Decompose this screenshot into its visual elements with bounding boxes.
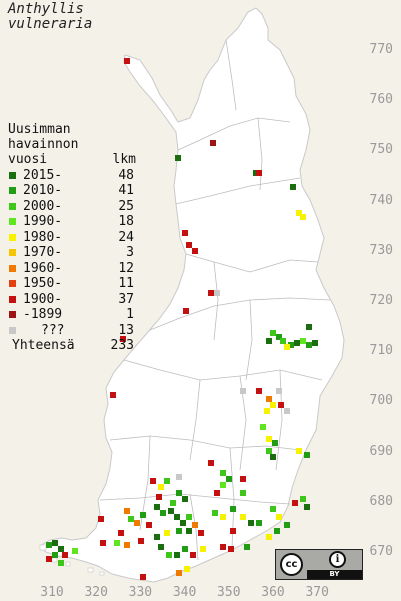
- legend-row-label: 1900-: [23, 291, 63, 307]
- legend-row: 1950- 11: [8, 276, 138, 292]
- legend-row-label: 1960-: [23, 260, 63, 276]
- legend-swatch: [9, 326, 16, 334]
- legend-row: 1990- 18: [8, 214, 138, 230]
- legend-header-count: lkm: [112, 152, 136, 168]
- legend-row-label: 1970-: [23, 245, 63, 261]
- y-tick-label: 770: [369, 42, 393, 57]
- legend-row-count: 3: [126, 245, 134, 261]
- x-tick-label: 330: [128, 585, 153, 600]
- legend-row: 1960- 12: [8, 261, 138, 277]
- legend-row-count: 24: [118, 229, 134, 245]
- legend-header: Uusimman havainnon vuosi lkm: [8, 122, 138, 168]
- y-tick-label: 750: [369, 142, 393, 158]
- cc-icon: cc: [280, 553, 303, 576]
- attribution-person-icon: i: [329, 551, 346, 568]
- x-tick-label: 370: [305, 585, 329, 600]
- x-tick-label: 350: [217, 585, 241, 600]
- legend-total-row: Yhteensä 233: [8, 338, 138, 353]
- legend-row: -1899 1: [8, 307, 138, 323]
- cc-by-license-badge[interactable]: cc i BY: [275, 549, 363, 580]
- y-tick-label: 700: [369, 393, 393, 409]
- y-tick-label: 730: [369, 242, 393, 258]
- legend-swatch: [9, 280, 16, 288]
- legend-header-year: Uusimman havainnon vuosi: [8, 122, 79, 168]
- legend-row-label: 1980-: [23, 229, 63, 245]
- legend-row-label: 2015-: [23, 167, 63, 183]
- x-tick-label: 320: [84, 585, 108, 600]
- observation-squares: [46, 58, 318, 580]
- legend-row-label: 2000-: [23, 198, 63, 214]
- legend-row: 2010- 41: [8, 183, 138, 199]
- legend-swatch: [9, 187, 16, 195]
- y-tick-label: 760: [369, 92, 393, 108]
- y-tick-label: 690: [369, 443, 393, 459]
- y-tick-label: 670: [369, 544, 393, 559]
- y-tick-label: 720: [369, 293, 393, 308]
- legend-swatch: [9, 311, 16, 319]
- y-tick-label: 680: [369, 493, 393, 509]
- legend-row-count: 37: [118, 291, 134, 307]
- legend-row-count: 41: [118, 183, 134, 199]
- legend-row-label: -1899: [23, 307, 63, 323]
- x-tick-label: 310: [40, 585, 64, 600]
- legend-row: 1980- 24: [8, 230, 138, 246]
- legend-swatch: [9, 233, 16, 241]
- y-tick-label: 710: [369, 343, 393, 359]
- legend-swatch: [9, 264, 16, 272]
- legend-row-count: 1: [126, 307, 134, 323]
- legend-total-label: Yhteensä: [12, 338, 75, 354]
- legend-row: 2015- 48: [8, 168, 138, 184]
- legend-row-count: 18: [118, 214, 134, 230]
- title-species: vulneraria: [8, 16, 93, 32]
- legend-row-count: 12: [118, 260, 134, 276]
- legend-row-count: 48: [118, 167, 134, 183]
- x-tick-label: 340: [172, 585, 197, 600]
- legend-row: 1900- 37: [8, 292, 138, 308]
- legend-row-count: 13: [118, 322, 134, 338]
- legend-swatch: [9, 171, 16, 179]
- legend-row-count: 11: [118, 276, 134, 292]
- legend-row-count: 25: [118, 198, 134, 214]
- legend-row-label: 1990-: [23, 214, 63, 230]
- legend-swatch: [9, 249, 16, 257]
- region-borders: [99, 39, 331, 561]
- legend-row: 2000- 25: [8, 199, 138, 215]
- legend-swatch: [9, 295, 16, 303]
- title-genus: Anthyllis: [8, 1, 84, 17]
- species-title: Anthyllis vulneraria: [8, 2, 92, 32]
- legend-row: ??? 13: [8, 323, 138, 339]
- x-tick-label: 360: [261, 585, 285, 600]
- by-label: BY: [329, 570, 340, 578]
- legend: Uusimman havainnon vuosi lkm 2015- 48 2010…: [8, 122, 138, 353]
- legend-rows: 2015- 48 2010- 41 2000- 25 1990- 18 1980- 24 1970-…: [8, 168, 138, 339]
- legend-swatch: [9, 202, 16, 210]
- legend-row-label: 2010-: [23, 183, 63, 199]
- legend-row: 1970- 3: [8, 245, 138, 261]
- legend-row-label: ???: [41, 322, 65, 338]
- y-tick-label: 740: [369, 192, 393, 208]
- legend-swatch: [9, 218, 16, 226]
- legend-total-count: 233: [110, 338, 134, 354]
- by-strip: BY: [307, 570, 362, 579]
- legend-row-label: 1950-: [23, 276, 63, 292]
